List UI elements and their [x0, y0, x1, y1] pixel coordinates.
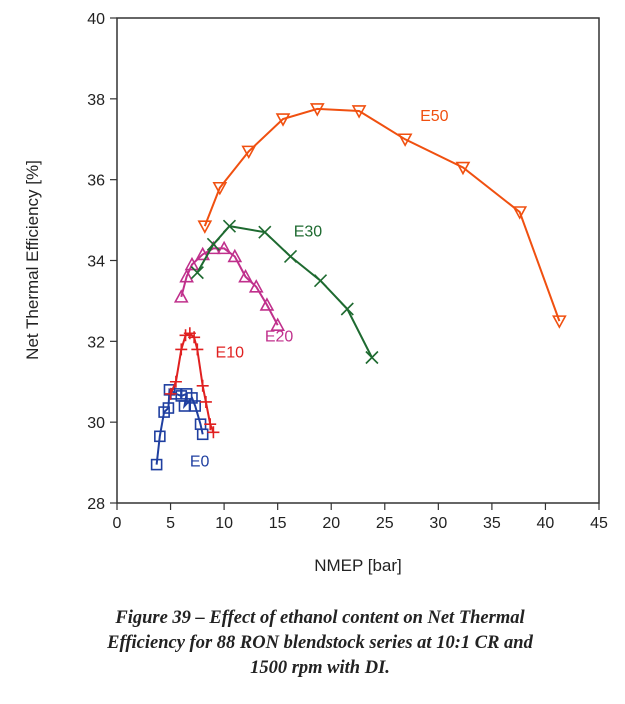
x-tick-label: 10 — [215, 515, 233, 532]
data-point — [365, 350, 379, 365]
x-axis-title: NMEP [bar] — [314, 556, 402, 575]
data-point — [397, 133, 413, 147]
data-point — [186, 392, 198, 404]
data-point — [150, 458, 163, 471]
data-point — [340, 302, 354, 316]
x-tick-label: 35 — [483, 515, 501, 532]
series-line — [203, 107, 561, 322]
x-tick-label: 40 — [537, 515, 555, 532]
data-point — [169, 375, 182, 388]
data-point — [163, 384, 176, 396]
data-point — [188, 331, 201, 344]
y-tick-label: 30 — [87, 415, 105, 432]
data-point — [179, 268, 194, 283]
data-point — [196, 428, 209, 441]
data-point — [313, 274, 328, 288]
data-point — [227, 248, 243, 263]
data-point — [222, 219, 237, 233]
data-point — [259, 297, 275, 311]
data-point — [283, 249, 298, 264]
data-point — [309, 103, 325, 117]
data-point — [351, 105, 367, 119]
data-point — [191, 343, 204, 356]
data-point — [270, 317, 286, 331]
y-tick-label: 28 — [87, 496, 105, 513]
data-point — [173, 289, 189, 303]
series-label-e10: E10 — [216, 345, 245, 362]
data-point — [184, 256, 200, 271]
chart: 0 5 10 15 20 25 30 35 40 45 28 30 32 34 36 38 40 E0 E10 E2… — [23, 11, 608, 575]
data-point — [164, 387, 177, 400]
x-tick-label: 45 — [590, 515, 608, 532]
data-point — [207, 426, 220, 439]
y-tick-label: 38 — [87, 92, 105, 109]
labels-layer: E0 E10 E20 E30 E50 — [190, 108, 449, 471]
data-point — [154, 430, 166, 443]
series-e0 — [150, 384, 209, 471]
series-line — [180, 247, 279, 326]
data-point — [197, 220, 213, 234]
data-point — [241, 145, 257, 160]
data-point — [212, 181, 228, 196]
series-line — [169, 331, 215, 433]
y-tick-label: 40 — [87, 11, 105, 28]
data-point — [206, 237, 220, 251]
y-tick-label: 34 — [87, 254, 105, 271]
data-point — [199, 395, 212, 408]
y-tick-label: 36 — [87, 173, 105, 190]
series-e10 — [164, 327, 220, 439]
x-tick-label: 5 — [166, 515, 175, 532]
x-tick-label: 30 — [429, 515, 447, 532]
data-point — [275, 113, 291, 127]
series-layer — [150, 103, 567, 471]
caption-line-1: Figure 39 – Effect of ethanol content on… — [115, 608, 525, 628]
data-point — [195, 246, 211, 261]
data-point — [512, 206, 528, 220]
caption-line-2: Efficiency for 88 RON blendstock series … — [107, 633, 533, 653]
data-point — [216, 240, 232, 255]
data-point — [238, 268, 253, 283]
x-tick-label: 0 — [113, 515, 122, 532]
series-label-e50: E50 — [420, 108, 449, 125]
y-tick-label: 32 — [87, 334, 105, 351]
data-point — [248, 279, 264, 293]
series-label-e20: E20 — [265, 328, 294, 345]
series-e20 — [173, 240, 286, 331]
series-e50 — [197, 103, 567, 329]
plot-frame — [116, 17, 600, 504]
data-point — [162, 402, 175, 414]
figure-caption: Figure 39 – Effect of ethanol content on… — [20, 606, 620, 681]
data-point — [189, 400, 201, 412]
series-label-e30: E30 — [294, 223, 323, 240]
axis-ticks: 0 5 10 15 20 25 30 35 40 45 28 30 32 34 36 38 40 — [87, 11, 608, 532]
x-tick-label: 25 — [376, 515, 394, 532]
data-point — [552, 315, 567, 329]
series-e30 — [190, 219, 379, 365]
data-point — [204, 418, 217, 431]
x-tick-label: 15 — [269, 515, 287, 532]
data-point — [258, 225, 272, 239]
data-point — [455, 161, 471, 176]
caption-line-3: 1500 rpm with DI. — [250, 658, 390, 678]
series-label-e0: E0 — [190, 454, 210, 471]
data-point — [196, 379, 209, 392]
data-point — [190, 266, 204, 280]
data-point — [175, 343, 188, 356]
x-tick-label: 20 — [322, 515, 340, 532]
y-axis-title: Net Thermal Efficiency [%] — [23, 160, 42, 360]
